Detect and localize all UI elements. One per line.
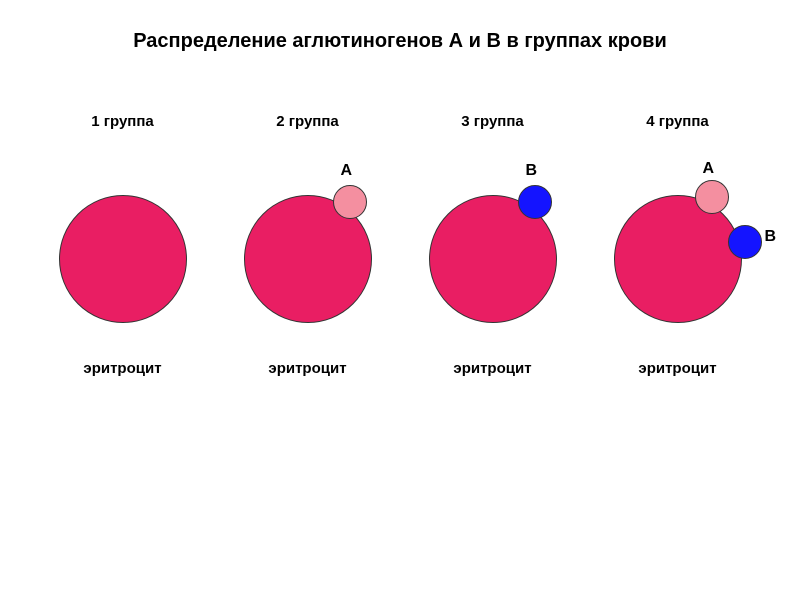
group-4-label: 4 группа bbox=[646, 113, 709, 130]
group-4-cell: А В bbox=[603, 180, 753, 330]
group-1-label: 1 группа bbox=[91, 113, 154, 130]
antigen-b-4 bbox=[728, 225, 762, 259]
group-1: 1 группа эритроцит bbox=[38, 113, 208, 377]
antigen-a-4-label: А bbox=[703, 160, 715, 178]
groups-container: 1 группа эритроцит 2 группа А эритроцит … bbox=[0, 113, 800, 377]
erythrocyte-4 bbox=[614, 195, 742, 323]
group-2: 2 группа А эритроцит bbox=[223, 113, 393, 377]
group-4-bottom-label: эритроцит bbox=[638, 360, 716, 377]
group-1-bottom-label: эритроцит bbox=[83, 360, 161, 377]
antigen-b-3 bbox=[518, 185, 552, 219]
group-4: 4 группа А В эритроцит bbox=[593, 113, 763, 377]
group-3-bottom-label: эритроцит bbox=[453, 360, 531, 377]
group-2-label: 2 группа bbox=[276, 113, 339, 130]
group-3: 3 группа В эритроцит bbox=[408, 113, 578, 377]
antigen-a-2-label: А bbox=[341, 162, 353, 180]
group-2-cell: А bbox=[233, 180, 383, 330]
group-3-cell: В bbox=[418, 180, 568, 330]
antigen-a-4 bbox=[695, 180, 729, 214]
erythrocyte-1 bbox=[59, 195, 187, 323]
group-1-cell bbox=[48, 180, 198, 330]
group-3-label: 3 группа bbox=[461, 113, 524, 130]
antigen-b-3-label: В bbox=[526, 162, 538, 180]
antigen-a-2 bbox=[333, 185, 367, 219]
diagram-title: Распределение аглютиногенов А и В в груп… bbox=[0, 0, 800, 93]
antigen-b-4-label: В bbox=[765, 228, 777, 246]
group-2-bottom-label: эритроцит bbox=[268, 360, 346, 377]
